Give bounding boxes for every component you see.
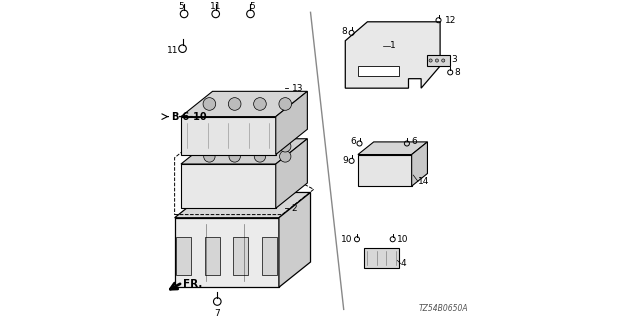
Text: 5: 5 <box>179 2 184 11</box>
Circle shape <box>279 98 292 110</box>
Text: TZ54B0650A: TZ54B0650A <box>419 304 468 313</box>
Circle shape <box>204 151 215 162</box>
Circle shape <box>429 59 432 62</box>
Circle shape <box>204 140 215 152</box>
Text: 3: 3 <box>451 55 457 64</box>
Polygon shape <box>181 139 307 164</box>
Circle shape <box>435 59 438 62</box>
Text: 10: 10 <box>397 235 409 244</box>
Text: 6: 6 <box>412 137 417 146</box>
Text: 4: 4 <box>401 259 406 268</box>
Text: 9: 9 <box>342 156 348 165</box>
Bar <box>428 55 449 66</box>
Polygon shape <box>276 91 307 155</box>
Polygon shape <box>346 22 440 88</box>
Bar <box>262 237 276 275</box>
Circle shape <box>253 98 266 110</box>
Text: 6: 6 <box>351 137 356 146</box>
Circle shape <box>229 151 241 162</box>
Polygon shape <box>175 218 279 287</box>
Text: 5: 5 <box>249 2 255 11</box>
Bar <box>176 237 191 275</box>
Circle shape <box>254 140 266 152</box>
Text: B-6-10: B-6-10 <box>172 112 207 122</box>
Text: 8: 8 <box>341 27 347 36</box>
Bar <box>364 248 399 268</box>
Text: 2: 2 <box>292 204 297 213</box>
Circle shape <box>203 98 216 110</box>
Text: 12: 12 <box>445 16 456 25</box>
Text: FR.: FR. <box>182 279 202 289</box>
Bar <box>233 237 248 275</box>
Circle shape <box>280 140 291 152</box>
Polygon shape <box>412 142 428 186</box>
Text: 1: 1 <box>390 41 396 50</box>
Circle shape <box>280 151 291 162</box>
Polygon shape <box>181 164 276 208</box>
Polygon shape <box>358 155 412 186</box>
Polygon shape <box>358 142 428 155</box>
Polygon shape <box>358 66 399 76</box>
Polygon shape <box>175 192 310 218</box>
Polygon shape <box>276 139 307 208</box>
Text: 14: 14 <box>418 177 429 186</box>
Text: 7: 7 <box>214 309 220 318</box>
Text: 13: 13 <box>292 84 303 93</box>
Circle shape <box>228 98 241 110</box>
Text: 10: 10 <box>341 235 353 244</box>
Text: 11: 11 <box>167 46 179 55</box>
Polygon shape <box>181 91 307 116</box>
Text: 11: 11 <box>210 2 221 11</box>
Circle shape <box>442 59 445 62</box>
Polygon shape <box>181 116 276 155</box>
Text: 8: 8 <box>454 68 460 77</box>
Circle shape <box>254 151 266 162</box>
Bar <box>205 237 220 275</box>
Polygon shape <box>279 192 310 287</box>
Circle shape <box>229 140 241 152</box>
